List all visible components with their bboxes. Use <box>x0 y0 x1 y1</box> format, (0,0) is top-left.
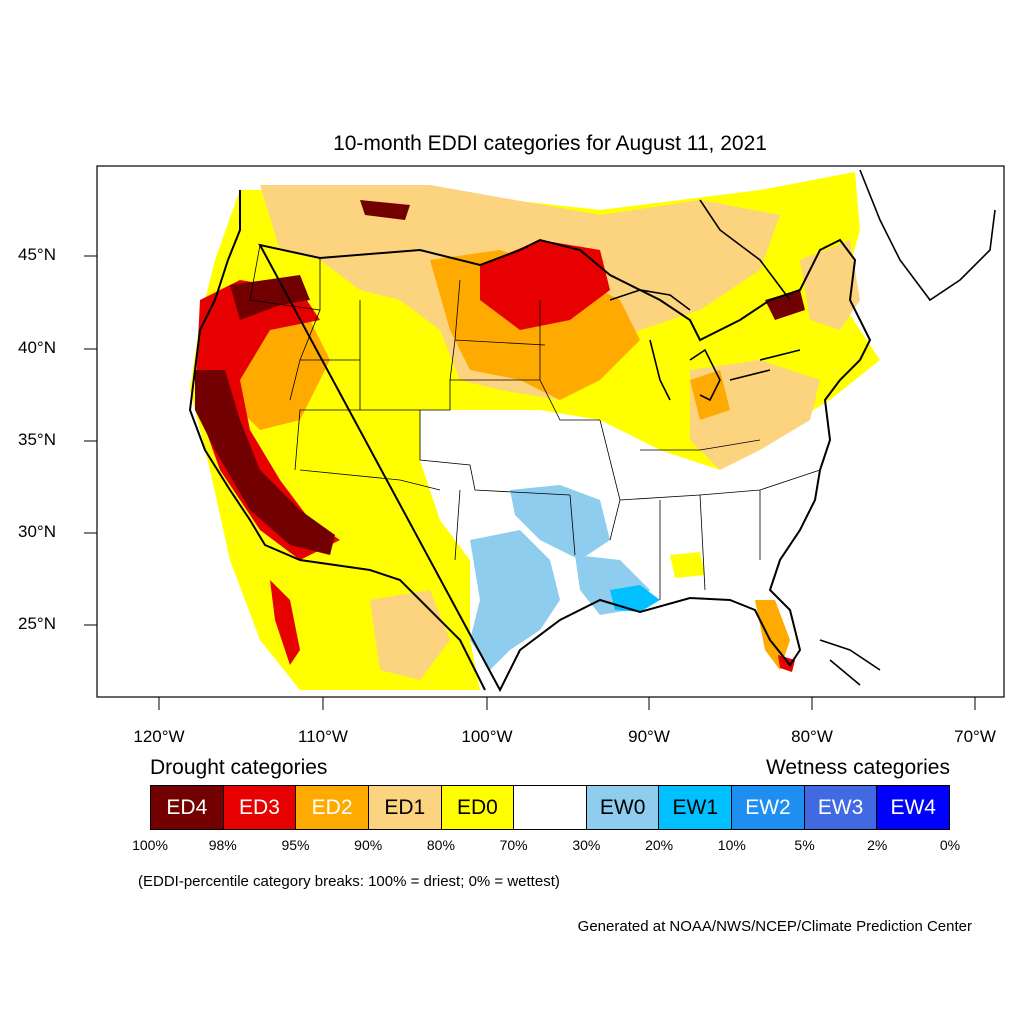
percent-break-label: 90% <box>354 837 383 853</box>
lon-label-110: 110°W <box>298 727 348 746</box>
lon-label-100: 100°W <box>461 727 513 746</box>
ew0-region-oklahoma <box>510 485 610 560</box>
percent-break-label: 70% <box>499 837 528 853</box>
legend-swatch-ew1: EW1 <box>659 786 733 829</box>
percent-break-label: 100% <box>132 837 168 853</box>
ed1-region-northeast <box>800 240 860 330</box>
lat-label-25: 25°N <box>18 614 56 633</box>
legend-swatch-ew0: EW0 <box>586 786 660 829</box>
lon-label-120: 120°W <box>133 727 185 746</box>
legend-swatch-ed4: ED4 <box>151 786 224 829</box>
ed2-region-michigan <box>690 370 730 420</box>
ed1-region-south <box>370 590 450 680</box>
legend-swatch-ew2: EW2 <box>732 786 805 829</box>
legend-swatch-ew4: EW4 <box>877 786 950 829</box>
lat-label-45: 45°N <box>18 245 56 264</box>
percent-break-label: 80% <box>426 837 455 853</box>
percent-break-label: 95% <box>281 837 310 853</box>
percent-break-label: 2% <box>867 837 888 853</box>
ed4-region-california <box>195 370 335 555</box>
ew1-region-gulf <box>610 585 660 612</box>
us-outline <box>188 190 872 693</box>
drought-heading: Drought categories <box>150 756 328 779</box>
percent-break-label: 30% <box>572 837 601 853</box>
legend-swatch-ed1: ED1 <box>368 786 442 829</box>
caribbean-islands <box>819 639 881 686</box>
percent-break-label: 98% <box>208 837 237 853</box>
lat-label-35: 35°N <box>18 430 56 449</box>
eddi-shading <box>190 172 880 690</box>
legend-swatch-ew3: EW3 <box>804 786 878 829</box>
canada-coast <box>699 169 996 302</box>
map-frame <box>96 165 1005 698</box>
map-title: 10-month EDDI categories for August 11, … <box>333 132 767 155</box>
legend-swatch-ed3: ED3 <box>223 786 297 829</box>
ed4-region-montana <box>360 200 410 220</box>
category-note: (EDDI-percentile category breaks: 100% =… <box>138 873 560 890</box>
lon-label-90: 90°W <box>628 727 670 746</box>
ed4-region-oregon <box>230 275 310 320</box>
boundaries <box>188 169 996 693</box>
lat-label-40: 40°N <box>18 338 56 357</box>
great-lakes <box>609 289 801 402</box>
axis-ticks <box>84 255 976 710</box>
state-lines <box>249 244 821 600</box>
ed3-region-pacific <box>195 280 340 560</box>
ew0-region-texas <box>470 530 560 670</box>
legend-swatch-none <box>514 786 587 829</box>
ed3-region-baja <box>270 580 300 665</box>
lon-label-70: 70°W <box>954 727 996 746</box>
ed3-region-dakota <box>480 240 610 330</box>
ed0-region-alabama <box>670 552 705 578</box>
percent-break-label: 10% <box>717 837 746 853</box>
lat-label-30: 30°N <box>18 522 56 541</box>
percent-break-label: 0% <box>939 837 961 853</box>
credit-line: Generated at NOAA/NWS/NCEP/Climate Predi… <box>577 918 972 935</box>
legend-color-bar: ED4 ED3 ED2 ED1 ED0 EW0 EW1 EW2 EW3 EW4 <box>150 785 950 830</box>
legend-swatch-ed2: ED2 <box>296 786 369 829</box>
lon-label-80: 80°W <box>791 727 833 746</box>
percent-break-label: 20% <box>645 837 674 853</box>
wetness-heading: Wetness categories <box>765 756 950 779</box>
legend-swatch-ed0: ED0 <box>441 786 515 829</box>
ed3-region-florida-tip <box>778 655 795 672</box>
percent-break-label: 5% <box>794 837 815 853</box>
